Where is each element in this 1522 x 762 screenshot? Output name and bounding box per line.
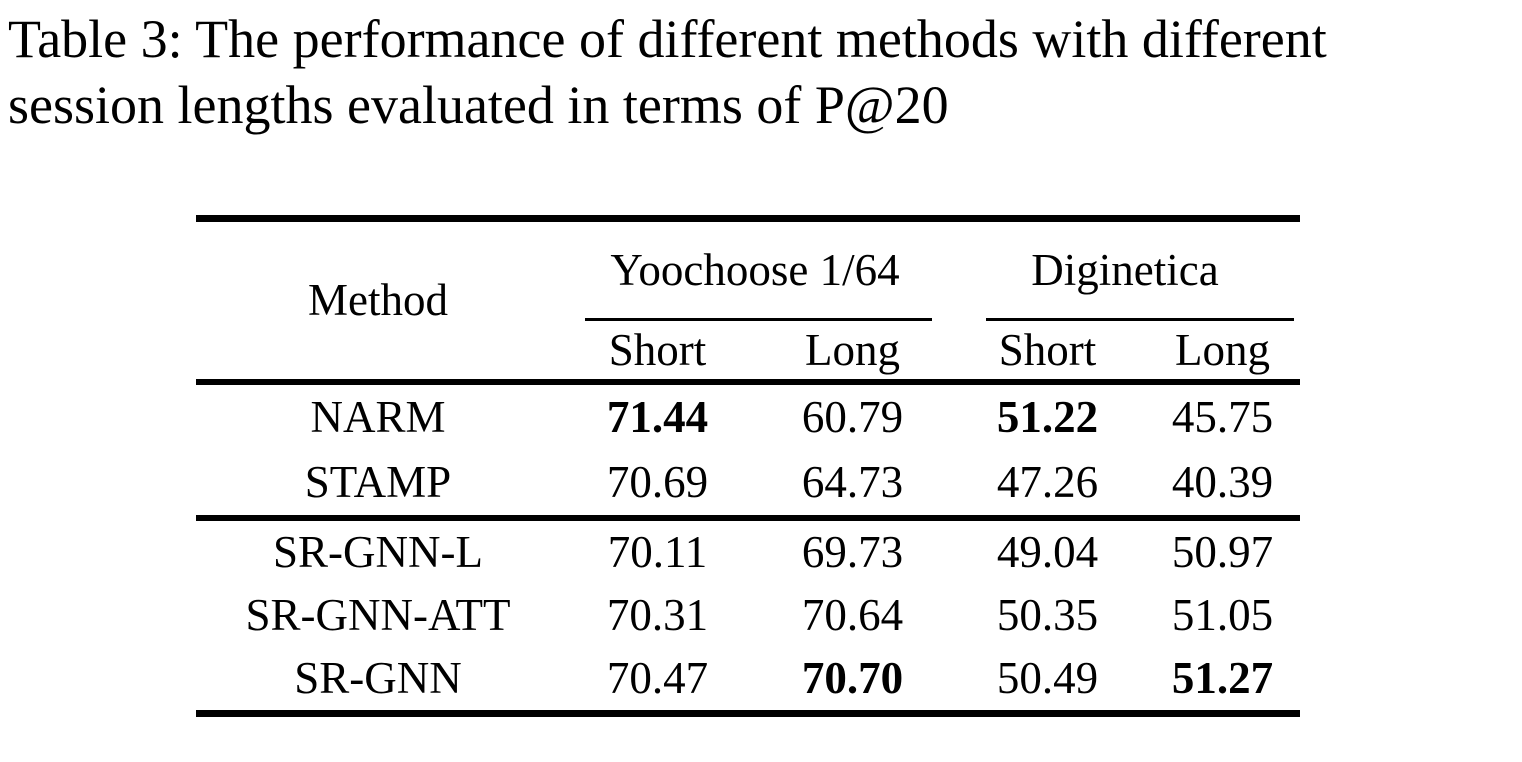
- table-caption: Table 3: The performance of different me…: [8, 6, 1327, 138]
- cmidrule-yoochoose: [585, 318, 932, 321]
- results-table: Method Yoochoose 1/64 Diginetica Short L…: [196, 215, 1300, 717]
- table-header: Method Yoochoose 1/64 Diginetica Short L…: [196, 222, 1300, 379]
- rule-top: [196, 215, 1300, 222]
- rule-bottom: [196, 710, 1300, 717]
- group-label-yoochoose: Yoochoose 1/64: [610, 244, 900, 295]
- value-cell: 50.35: [996, 590, 1099, 640]
- method-cell: SR-GNN-L: [273, 527, 483, 577]
- value-cell: 51.22: [996, 392, 1099, 442]
- caption-line-2: session lengths evaluated in terms of P@…: [8, 75, 949, 135]
- subheader-yoochoose-short: Short: [608, 324, 707, 375]
- value-cell: 50.49: [996, 653, 1099, 703]
- value-cell: 70.47: [606, 653, 709, 703]
- table-section-baselines: NARM 71.44 60.79 51.22 45.75 STAMP 70.69…: [196, 385, 1300, 515]
- value-cell: 45.75: [1171, 392, 1274, 442]
- subheader-diginetica-long: Long: [1175, 324, 1270, 375]
- value-cell: 60.79: [801, 392, 904, 442]
- group-label-diginetica: Diginetica: [1031, 244, 1219, 295]
- value-cell: 70.69: [606, 457, 709, 507]
- value-cell: 51.05: [1171, 590, 1274, 640]
- subheader-diginetica-short: Short: [998, 324, 1097, 375]
- value-cell: 47.26: [996, 457, 1099, 507]
- method-cell: SR-GNN-ATT: [245, 590, 511, 640]
- value-cell: 49.04: [996, 527, 1099, 577]
- caption-line-1: Table 3: The performance of different me…: [8, 9, 1327, 69]
- value-cell: 64.73: [801, 457, 904, 507]
- value-cell: 70.64: [801, 590, 904, 640]
- group-header-diginetica: Diginetica: [950, 222, 1300, 321]
- rule-section-separator: [196, 515, 1300, 521]
- value-cell: 70.11: [607, 527, 708, 577]
- group-header-yoochoose: Yoochoose 1/64: [560, 222, 950, 321]
- rule-header-separator: [196, 379, 1300, 385]
- method-cell: STAMP: [304, 457, 452, 507]
- value-cell: 71.44: [606, 392, 709, 442]
- table-section-srgnn-variants: SR-GNN-L 70.11 69.73 49.04 50.97 SR-GNN-…: [196, 521, 1300, 710]
- subheader-yoochoose-long: Long: [805, 324, 900, 375]
- method-cell: SR-GNN: [294, 653, 462, 703]
- method-column-header: Method: [308, 275, 448, 325]
- value-cell: 51.27: [1171, 653, 1274, 703]
- value-cell: 40.39: [1171, 457, 1274, 507]
- value-cell: 50.97: [1171, 527, 1274, 577]
- method-cell: NARM: [310, 392, 446, 442]
- value-cell: 70.31: [606, 590, 709, 640]
- cmidrule-diginetica: [986, 318, 1294, 321]
- value-cell: 69.73: [801, 527, 904, 577]
- value-cell: 70.70: [801, 653, 904, 703]
